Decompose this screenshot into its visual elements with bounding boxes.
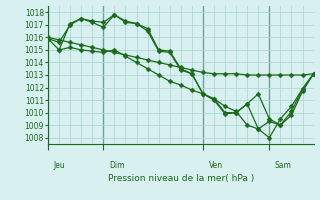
Text: Pression niveau de la mer( hPa ): Pression niveau de la mer( hPa ) [108,174,254,183]
Text: Jeu: Jeu [53,161,65,170]
Text: Sam: Sam [275,161,292,170]
Text: Dim: Dim [109,161,124,170]
Text: Ven: Ven [208,161,223,170]
